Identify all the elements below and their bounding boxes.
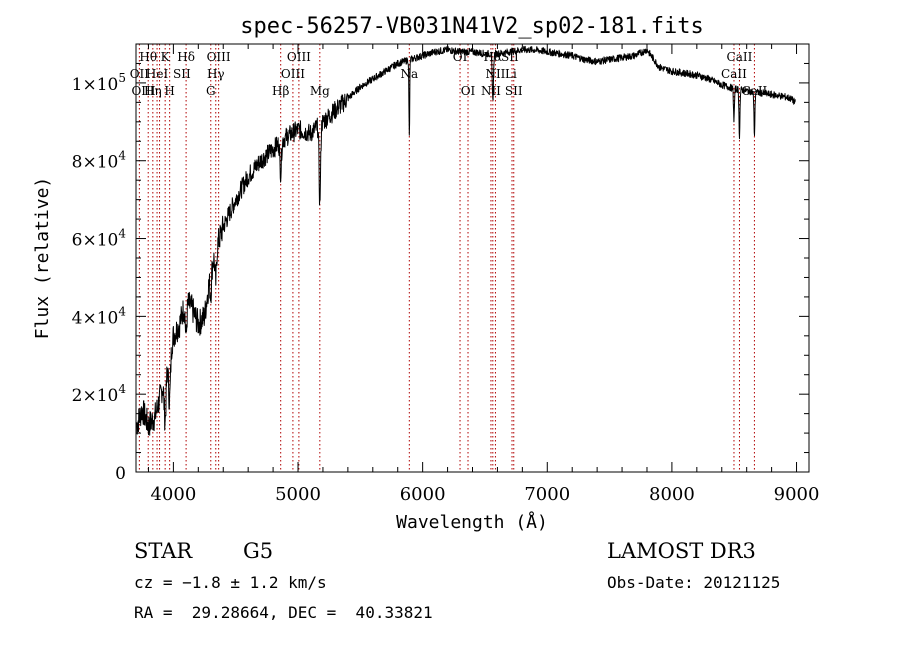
redshift-cz: cz = −1.8 ± 1.2 km/s	[134, 573, 327, 592]
chart-title: spec-56257-VB031N41V2_sp02-181.fits	[240, 14, 704, 39]
y-tick-label: 4×104	[72, 304, 127, 328]
line-label: HeI	[146, 67, 169, 81]
line-label: Hθ	[139, 50, 157, 64]
x-tick-label: 6000	[400, 484, 446, 505]
line-label: SII	[505, 84, 523, 98]
spectrum-chart: spec-56257-VB031N41V2_sp02-181.fits Hθ K H…	[32, 14, 820, 533]
plot-frame	[135, 43, 810, 473]
x-axis-label: Wavelength (Å)	[396, 511, 548, 533]
line-label: K	[161, 50, 171, 64]
x-axis: 4000 5000 6000 7000 8000 9000	[147, 44, 820, 505]
y-tick-label: 2×104	[72, 382, 127, 406]
line-label: NII	[485, 67, 505, 81]
y-axis: 0 2×104 4×104 6×104 8×104 1×105	[72, 62, 809, 484]
line-markers	[138, 44, 755, 472]
line-label: CaII	[721, 67, 747, 81]
y-tick-label: 8×104	[72, 149, 127, 173]
y-tick-label: 6×104	[72, 227, 127, 251]
line-label: OI	[461, 84, 476, 98]
line-label: H	[164, 84, 174, 98]
line-label: NII	[481, 84, 501, 98]
line-label: SII	[173, 67, 191, 81]
line-label: OIII	[131, 84, 155, 98]
line-label: Hγ	[207, 67, 225, 81]
spectrum-line	[136, 45, 796, 436]
survey-name: LAMOST DR3	[607, 539, 756, 563]
line-label: Li	[505, 67, 517, 81]
x-tick-label: 9000	[774, 484, 820, 505]
line-label: Mg	[310, 84, 330, 98]
obs-date: Obs-Date: 20121125	[607, 573, 781, 592]
ra-dec: RA = 29.28664, DEC = 40.33821	[134, 603, 433, 622]
line-label: OIII	[207, 50, 231, 64]
x-tick-label: 7000	[524, 484, 570, 505]
y-tick-label: 1×105	[72, 71, 126, 95]
line-label: Hη	[144, 84, 162, 98]
line-label: Hδ	[177, 50, 195, 64]
line-label: OIII	[287, 50, 311, 64]
x-tick-label: 8000	[649, 484, 695, 505]
line-label: G	[206, 84, 216, 98]
object-class: STAR	[134, 539, 193, 563]
y-tick-label: 0	[115, 464, 126, 484]
line-label: Na	[400, 67, 418, 81]
subclass: G5	[243, 539, 274, 563]
line-label: CaII	[727, 50, 753, 64]
x-tick-label: 4000	[150, 484, 196, 505]
line-label: OIII	[281, 67, 305, 81]
x-tick-label: 5000	[275, 484, 321, 505]
y-axis-label: Flux (relative)	[32, 177, 53, 340]
line-label: Hβ	[272, 84, 289, 98]
line-label: OII	[130, 67, 150, 81]
